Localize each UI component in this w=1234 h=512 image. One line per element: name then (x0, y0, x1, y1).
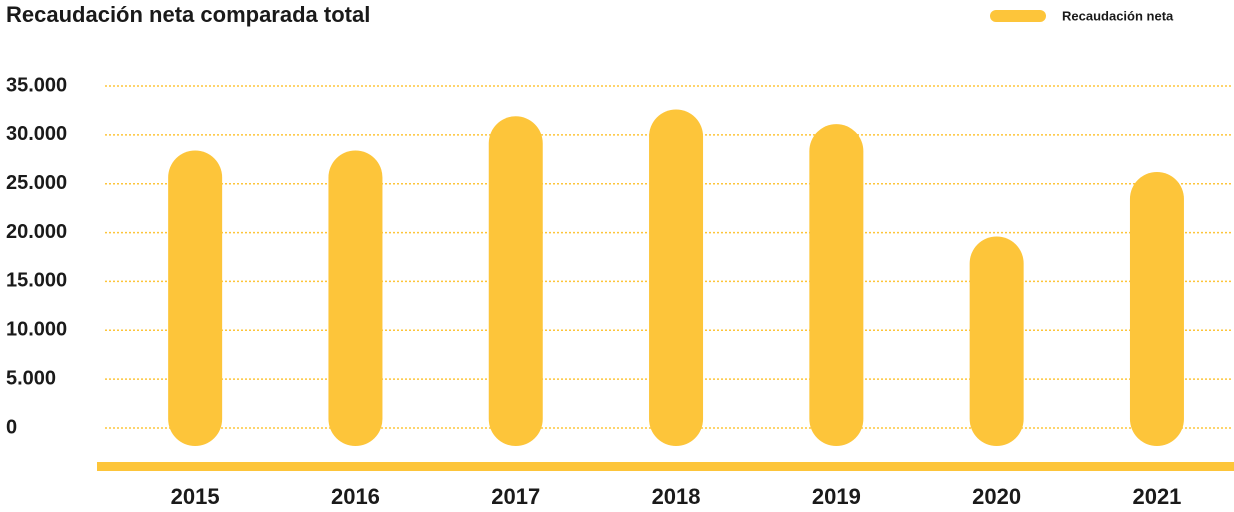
x-tick-label: 2020 (972, 484, 1021, 509)
y-tick-label: 35.000 (6, 74, 67, 96)
y-tick-label: 5.000 (6, 367, 56, 389)
y-tick-label: 20.000 (6, 221, 67, 243)
bar (328, 150, 383, 446)
x-tick-label: 2017 (491, 484, 540, 509)
y-tick-label: 30.000 (6, 123, 67, 145)
y-tick-label: 25.000 (6, 172, 67, 194)
legend-swatch (990, 10, 1046, 22)
x-tick-label: 2019 (812, 484, 861, 509)
bar (488, 116, 543, 446)
x-tick-label: 2018 (652, 484, 701, 509)
x-tick-label: 2021 (1132, 484, 1181, 509)
bar (809, 124, 864, 446)
baseline-band (97, 462, 1234, 471)
bar (1129, 171, 1184, 446)
x-tick-label: 2015 (171, 484, 220, 509)
legend-label: Recaudación neta (1062, 8, 1174, 23)
y-tick-label: 10.000 (6, 319, 67, 341)
y-tick-label: 15.000 (6, 270, 67, 292)
bar (649, 109, 704, 447)
bar (969, 236, 1024, 446)
chart-title: Recaudación neta comparada total (6, 2, 370, 27)
x-tick-label: 2016 (331, 484, 380, 509)
y-tick-label: 0 (6, 416, 17, 438)
bar (168, 150, 223, 446)
